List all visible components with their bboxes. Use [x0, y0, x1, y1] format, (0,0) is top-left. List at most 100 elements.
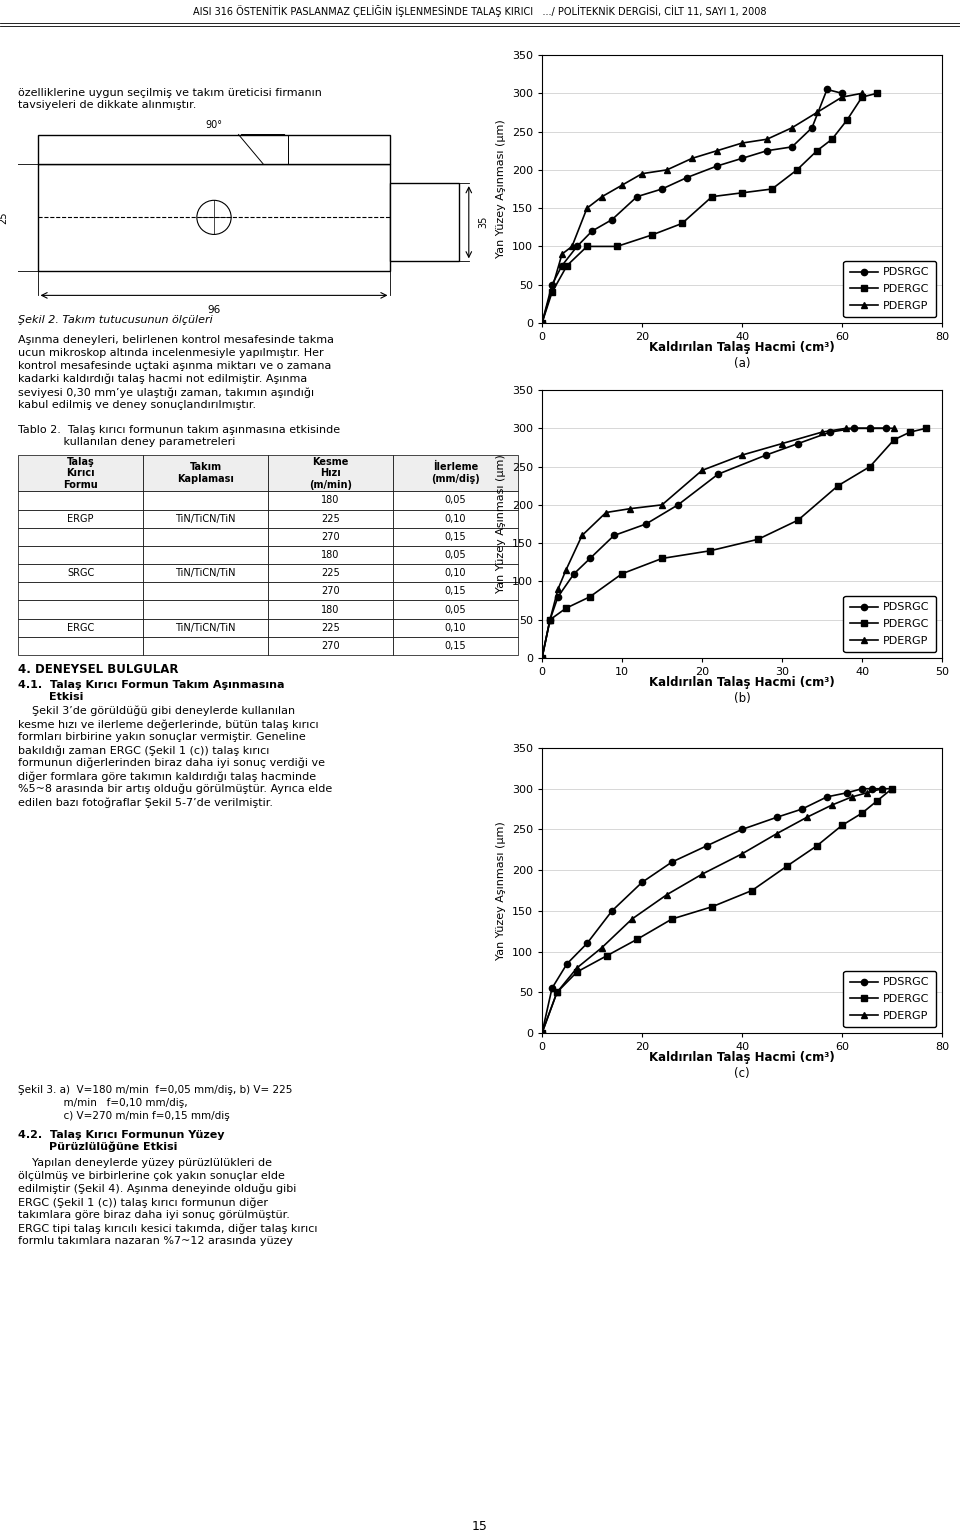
PDERGP [856, 85, 868, 103]
PDSRGC [666, 852, 678, 871]
PDERGP [544, 611, 556, 629]
Text: edilen bazı fotoğraflar Şekil 5-7’de verilmiştir.: edilen bazı fotoğraflar Şekil 5-7’de ver… [18, 797, 273, 807]
Text: %5~8 arasında bir artış olduğu görülmüştür. Ayrıca elde: %5~8 arasında bir artış olduğu görülmüşt… [18, 784, 332, 795]
PDSRGC [761, 141, 773, 160]
PDERGC [746, 881, 757, 900]
Text: ERGC tipi talaş kırıcılı kesici takımda, diğer talaş kırıcı: ERGC tipi talaş kırıcılı kesici takımda,… [18, 1223, 318, 1233]
Text: edilmiştir (Şekil 4). Aşınma deneyinde olduğu gibi: edilmiştir (Şekil 4). Aşınma deneyinde o… [18, 1184, 297, 1195]
Text: Kaldırılan Talaş Hacmi (cm³): Kaldırılan Talaş Hacmi (cm³) [649, 677, 835, 689]
Line: PDERGP: PDERGP [539, 424, 898, 661]
PDERGP [761, 131, 773, 149]
PDERGP [696, 461, 708, 480]
PDERGP [537, 314, 548, 332]
PDERGP [827, 795, 838, 814]
PDERGP [571, 958, 583, 977]
PDERGP [661, 886, 673, 904]
Line: PDERGP: PDERGP [539, 786, 895, 1037]
PDERGC [581, 237, 592, 255]
PDERGP [711, 141, 723, 160]
PDERGC [836, 817, 848, 835]
PDSRGC [546, 980, 558, 998]
PDERGC [781, 857, 793, 875]
Text: Aşınma deneyleri, belirlenen kontrol mesafesinde takma: Aşınma deneyleri, belirlenen kontrol mes… [18, 335, 334, 345]
PDSRGC [786, 138, 798, 157]
Y-axis label: Yan Yüzey Aşınması (μm): Yan Yüzey Aşınması (μm) [496, 455, 506, 594]
Text: 35: 35 [478, 215, 489, 229]
Text: 90°: 90° [205, 120, 223, 129]
PDERGC [856, 88, 868, 106]
PDERGP [786, 118, 798, 137]
PDSRGC [609, 526, 620, 544]
PDERGP [636, 165, 648, 183]
Text: seviyesi 0,30 mm’ye ulaştığı zaman, takımın aşındığı: seviyesi 0,30 mm’ye ulaştığı zaman, takı… [18, 388, 314, 397]
PDSRGC [701, 837, 712, 855]
PDERGC [537, 314, 548, 332]
PDSRGC [581, 934, 592, 952]
PDERGC [921, 418, 932, 437]
PDERGP [816, 423, 828, 441]
PDERGC [585, 588, 596, 606]
PDERGC [561, 598, 572, 617]
Y-axis label: Yan Yüzey Aşınması (μm): Yan Yüzey Aşınması (μm) [496, 120, 506, 258]
Bar [37, 163, 391, 271]
Text: 96: 96 [207, 305, 221, 315]
PDSRGC [841, 783, 852, 801]
PDSRGC [632, 188, 643, 206]
PDERGP [836, 88, 848, 106]
PDERGC [792, 511, 804, 529]
PDERGC [612, 237, 623, 255]
PDSRGC [806, 118, 818, 137]
Legend: PDSRGC, PDERGC, PDERGP: PDSRGC, PDERGC, PDERGP [843, 261, 936, 317]
PDSRGC [836, 85, 848, 103]
PDERGP [736, 446, 748, 464]
PDERGP [616, 175, 628, 194]
PDERGC [886, 780, 898, 798]
PDERGP [596, 188, 608, 206]
PDERGP [556, 245, 567, 263]
Text: bakıldığı zaman ERGC (Şekil 1 (c)) talaş kırıcı: bakıldığı zaman ERGC (Şekil 1 (c)) talaş… [18, 744, 270, 755]
Text: kontrol mesafesinde uçtaki aşınma miktarı ve o zamana: kontrol mesafesinde uçtaki aşınma miktar… [18, 361, 331, 371]
PDERGP [802, 807, 813, 826]
PDERGP [661, 160, 673, 178]
PDSRGC [682, 168, 693, 186]
PDERGC [571, 963, 583, 981]
Text: takımlara göre biraz daha iyi sonuç görülmüştür.: takımlara göre biraz daha iyi sonuç görü… [18, 1210, 290, 1220]
PDERGP [876, 780, 888, 798]
PDERGP [581, 198, 592, 217]
Text: Tablo 2.  Talaş kırıcı formunun takım aşınmasına etkisinde
             kullanıl: Tablo 2. Talaş kırıcı formunun takım aşı… [18, 424, 340, 446]
Y-axis label: Yan Yüzey Aşınması (μm): Yan Yüzey Aşınması (μm) [496, 821, 506, 960]
PDERGP [840, 418, 852, 437]
PDERGC [616, 564, 628, 583]
PDERGP [847, 787, 858, 806]
PDERGP [861, 783, 873, 801]
PDERGC [546, 283, 558, 301]
Text: 4.1.  Talaş Kırıcı Formun Takım Aşınmasına
        Etkisi: 4.1. Talaş Kırıcı Formun Takım Aşınmasın… [18, 680, 284, 701]
PDERGC [791, 160, 803, 178]
PDSRGC [552, 588, 564, 606]
Text: ölçülmüş ve birbirlerine çok yakın sonuçlar elde: ölçülmüş ve birbirlerine çok yakın sonuç… [18, 1170, 285, 1181]
PDERGC [537, 649, 548, 667]
Line: PDERGC: PDERGC [539, 786, 895, 1037]
PDSRGC [736, 149, 748, 168]
PDERGC [707, 898, 718, 917]
PDERGC [632, 930, 643, 949]
PDERGP [552, 580, 564, 598]
PDSRGC [796, 800, 807, 818]
Bar [37, 134, 391, 163]
PDERGC [736, 183, 748, 201]
PDSRGC [821, 787, 832, 806]
PDSRGC [792, 434, 804, 452]
PDERGP [696, 864, 708, 883]
PDSRGC [537, 1024, 548, 1043]
Text: formlu takımlara nazaran %7~12 arasında yüzey: formlu takımlara nazaran %7~12 arasında … [18, 1237, 293, 1246]
PDERGC [832, 477, 844, 495]
PDERGP [566, 237, 578, 255]
PDERGP [546, 280, 558, 298]
PDERGP [771, 824, 782, 843]
PDERGP [777, 434, 788, 452]
PDERGC [544, 611, 556, 629]
Text: diğer formlara göre takımın kaldırdığı talaş hacminde: diğer formlara göre takımın kaldırdığı t… [18, 771, 316, 781]
PDSRGC [760, 446, 772, 464]
Text: Kaldırılan Talaş Hacmi (cm³): Kaldırılan Talaş Hacmi (cm³) [649, 341, 835, 354]
PDERGP [657, 495, 668, 514]
